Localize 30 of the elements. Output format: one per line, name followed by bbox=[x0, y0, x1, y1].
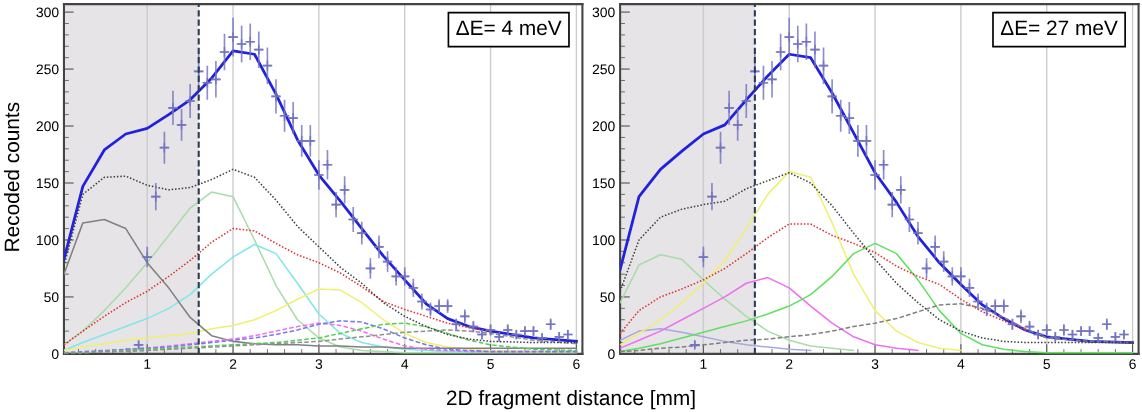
x-tick-label: 3 bbox=[871, 359, 879, 369]
x-tick-label: 1 bbox=[700, 359, 707, 369]
annotation: ΔE= 4 meV bbox=[456, 20, 562, 36]
y-tick-label: 0 bbox=[51, 349, 59, 360]
y-tick-label: 250 bbox=[36, 64, 59, 75]
x-tick-label: 4 bbox=[401, 359, 409, 369]
y-tick-label: 200 bbox=[592, 121, 615, 132]
y-tick-label: 0 bbox=[608, 349, 615, 360]
y-tick-label: 200 bbox=[36, 121, 59, 132]
y-axis-title: Recoded counts bbox=[3, 102, 20, 251]
y-tick-label: 50 bbox=[600, 292, 615, 303]
x-tick-label: 2 bbox=[229, 359, 237, 369]
y-tick-label: 50 bbox=[44, 292, 59, 303]
x-tick-label: 5 bbox=[1043, 359, 1051, 369]
y-tick-label: 300 bbox=[36, 7, 59, 18]
y-tick-label: 250 bbox=[592, 64, 615, 75]
x-tick-label: 1 bbox=[144, 359, 151, 369]
y-tick-label: 100 bbox=[36, 235, 59, 246]
x-tick-label: 5 bbox=[487, 359, 494, 369]
x-tick-label: 6 bbox=[1129, 359, 1136, 369]
x-tick-label: 4 bbox=[957, 359, 965, 369]
x-tick-label: 3 bbox=[315, 359, 323, 369]
x-tick-label: 6 bbox=[573, 359, 580, 369]
annotation: ΔE= 27 meV bbox=[1000, 20, 1118, 36]
y-tick-label: 150 bbox=[36, 178, 59, 189]
x-axis-title: 2D fragment distance [mm] bbox=[447, 389, 695, 410]
x-tick-label: 2 bbox=[786, 359, 793, 369]
y-tick-label: 150 bbox=[593, 178, 615, 189]
y-tick-label: 100 bbox=[593, 235, 615, 246]
y-tick-label: 300 bbox=[592, 7, 615, 18]
